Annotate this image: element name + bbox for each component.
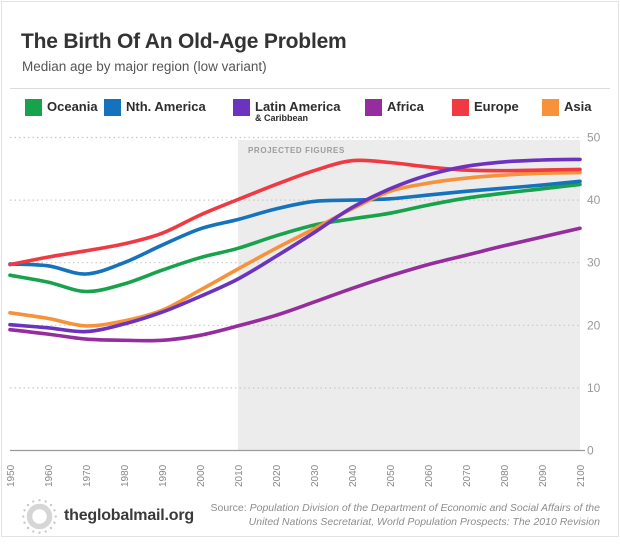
x-axis-label-2010: 2010 <box>234 464 245 487</box>
brand-text[interactable]: theglobalmail.org <box>64 507 194 524</box>
y-axis-label-50: 50 <box>587 131 601 145</box>
page-subtitle: Median age by major region (low variant) <box>22 59 267 74</box>
x-axis-label-2030: 2030 <box>310 464 321 487</box>
series-line-europe <box>8 158 582 267</box>
y-axis-label-30: 30 <box>587 256 601 270</box>
source-text-2: United Nations Secretariat, World Popula… <box>248 515 600 528</box>
source-prefix: Source: <box>210 502 247 514</box>
source-line-2: United Nations Secretariat, World Popula… <box>211 515 600 530</box>
series-line-africa <box>8 226 582 343</box>
x-axis-label-2040: 2040 <box>348 464 359 487</box>
x-axis-label-1980: 1980 <box>120 464 131 487</box>
footer: theglobalmail.org Source: Population Div… <box>2 494 618 536</box>
legend-label: Africa <box>387 99 424 114</box>
globalmail-logo-icon <box>22 499 57 534</box>
legend-swatch <box>25 99 42 116</box>
x-axis-label-1950: 1950 <box>6 464 17 487</box>
y-axis-label-40: 40 <box>587 193 601 207</box>
y-axis-label-0: 0 <box>587 444 594 458</box>
legend-label: Nth. America <box>126 99 206 114</box>
source-text-1: Population Division of the Department of… <box>249 502 600 514</box>
legend-label: Asia <box>564 99 592 114</box>
series-line-nth-america <box>8 179 582 276</box>
legend-swatch <box>365 99 382 116</box>
legend-swatch <box>233 99 250 116</box>
legend-label: Oceania <box>47 99 98 114</box>
x-axis-label-2050: 2050 <box>386 464 397 487</box>
x-axis-label-2100: 2100 <box>576 464 587 487</box>
legend-label: Latin America & Caribbean <box>255 99 341 123</box>
header-divider <box>10 88 610 89</box>
x-axis-label-2090: 2090 <box>538 464 549 487</box>
x-axis-label-2070: 2070 <box>462 464 473 487</box>
legend-sublabel: & Caribbean <box>255 113 309 123</box>
y-axis-label-10: 10 <box>587 381 601 395</box>
legend-swatch <box>542 99 559 116</box>
projected-figures-label: PROJECTED FIGURES <box>248 146 345 155</box>
series-line-latin-america-caribbean <box>8 157 582 334</box>
legend-swatch <box>452 99 469 116</box>
source-line-1: Source: Population Division of the Depar… <box>211 502 601 516</box>
source-attribution: Source: Population Division of the Depar… <box>211 502 601 529</box>
median-age-line-chart: 0 10 20 30 40 50 PROJECTED FIGURES 1950 1960 1970… <box>2 130 618 492</box>
chart-legend: Oceania Nth. America Latin America & Caribb… <box>2 96 618 132</box>
series-line-oceania <box>8 182 582 294</box>
series-line-asia <box>8 170 582 328</box>
x-axis-label-2060: 2060 <box>424 464 435 487</box>
legend-swatch <box>104 99 121 116</box>
legend-label: Europe <box>474 99 519 114</box>
x-axis-label-1960: 1960 <box>44 464 55 487</box>
x-axis-label-2000: 2000 <box>196 464 207 487</box>
x-axis-label-1990: 1990 <box>158 464 169 487</box>
x-axis-label-2020: 2020 <box>272 464 283 487</box>
x-axis-label-1970: 1970 <box>82 464 93 487</box>
y-axis-label-20: 20 <box>587 318 601 332</box>
page-title: The Birth Of An Old-Age Problem <box>21 30 347 53</box>
x-axis-label-2080: 2080 <box>500 464 511 487</box>
